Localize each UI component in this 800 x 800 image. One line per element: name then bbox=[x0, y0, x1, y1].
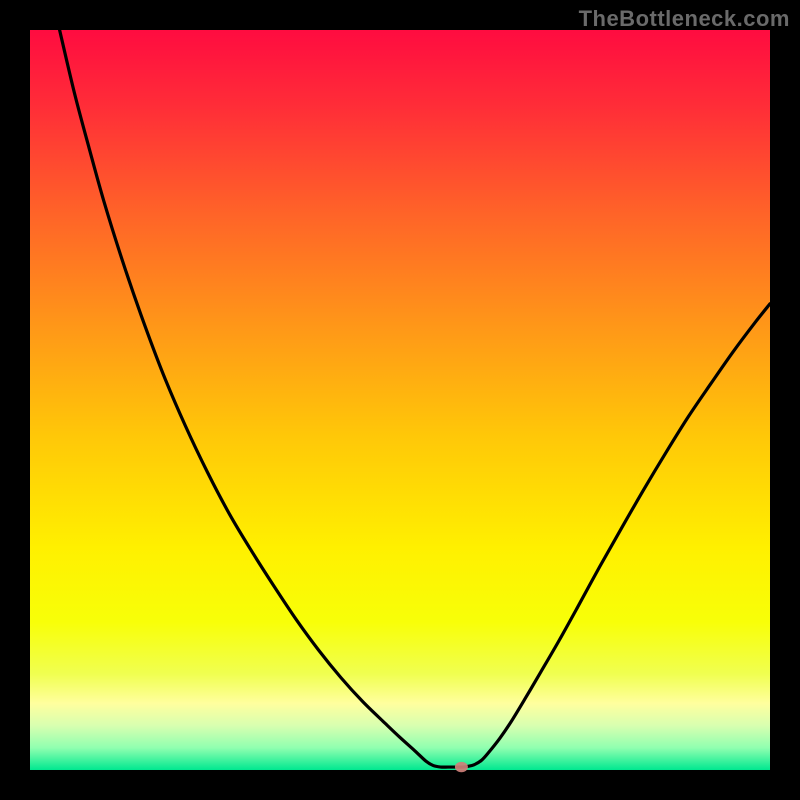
plot-area bbox=[30, 30, 770, 770]
chart-container: TheBottleneck.com bbox=[0, 0, 800, 800]
bottleneck-chart bbox=[0, 0, 800, 800]
watermark-text: TheBottleneck.com bbox=[579, 6, 790, 32]
result-marker bbox=[455, 762, 468, 772]
